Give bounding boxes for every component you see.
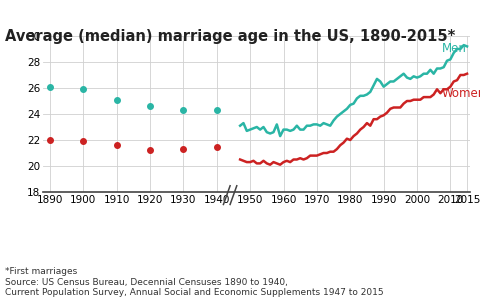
Text: *First marriages
Source: US Census Bureau, Decennial Censuses 1890 to 1940,
Curr: *First marriages Source: US Census Burea… (5, 267, 384, 297)
Text: Average (median) marriage age in the US, 1890-2015*: Average (median) marriage age in the US,… (5, 28, 455, 44)
Text: Women: Women (442, 87, 480, 100)
Text: Men: Men (442, 43, 467, 56)
